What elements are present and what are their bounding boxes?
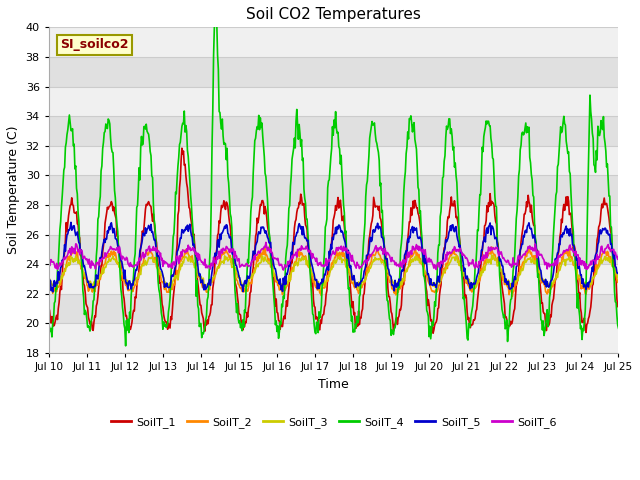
Bar: [49, 86, 618, 116]
SoilT_2: [55, 284, 63, 289]
SoilT_6: [172, 259, 179, 264]
Line: SoilT_5: SoilT_5: [49, 222, 618, 292]
SoilT_5: [404, 240, 412, 245]
Line: SoilT_6: SoilT_6: [49, 242, 618, 270]
SoilT_2: [488, 244, 495, 250]
X-axis label: Time: Time: [318, 378, 349, 391]
Bar: [49, 175, 618, 205]
Bar: [49, 324, 618, 353]
SoilT_3: [202, 283, 209, 288]
Title: Soil CO2 Temperatures: Soil CO2 Temperatures: [246, 7, 421, 22]
SoilT_2: [202, 287, 209, 292]
SoilT_1: [429, 330, 437, 336]
SoilT_3: [55, 279, 63, 285]
SoilT_5: [49, 289, 56, 295]
SoilT_4: [55, 243, 63, 249]
SoilT_2: [45, 282, 52, 288]
SoilT_3: [114, 261, 122, 267]
SoilT_3: [614, 276, 622, 282]
SoilT_6: [280, 267, 287, 273]
SoilT_5: [45, 279, 52, 285]
SoilT_2: [172, 276, 179, 282]
SoilT_1: [404, 237, 412, 243]
SoilT_1: [114, 234, 122, 240]
Line: SoilT_1: SoilT_1: [49, 148, 618, 333]
Bar: [49, 146, 618, 175]
SoilT_3: [172, 275, 179, 281]
SoilT_3: [488, 252, 495, 258]
Bar: [49, 205, 618, 235]
SoilT_4: [421, 280, 429, 286]
SoilT_2: [508, 294, 516, 300]
SoilT_6: [421, 247, 429, 252]
Bar: [49, 57, 618, 86]
SoilT_5: [421, 261, 429, 266]
Bar: [49, 264, 618, 294]
SoilT_5: [56, 271, 64, 277]
SoilT_2: [614, 277, 622, 283]
SoilT_4: [122, 343, 129, 349]
SoilT_1: [172, 266, 179, 272]
SoilT_2: [420, 262, 428, 268]
SoilT_5: [115, 244, 123, 250]
SoilT_3: [316, 287, 324, 293]
SoilT_6: [55, 264, 63, 269]
SoilT_3: [45, 275, 52, 281]
Bar: [49, 27, 618, 57]
Line: SoilT_4: SoilT_4: [49, 0, 618, 346]
SoilT_1: [45, 305, 52, 311]
Bar: [49, 116, 618, 146]
Text: SI_soilco2: SI_soilco2: [60, 38, 129, 51]
SoilT_3: [420, 267, 428, 273]
SoilT_5: [173, 249, 181, 254]
Line: SoilT_2: SoilT_2: [49, 247, 618, 297]
SoilT_6: [45, 249, 52, 255]
SoilT_5: [204, 284, 211, 290]
SoilT_1: [55, 300, 63, 306]
SoilT_6: [202, 265, 209, 271]
SoilT_5: [614, 270, 622, 276]
SoilT_1: [420, 267, 428, 273]
SoilT_6: [614, 252, 622, 258]
SoilT_4: [203, 313, 211, 319]
SoilT_5: [67, 219, 75, 225]
SoilT_3: [404, 265, 412, 271]
SoilT_1: [203, 322, 211, 328]
SoilT_4: [173, 191, 180, 197]
SoilT_1: [614, 300, 622, 306]
SoilT_4: [404, 136, 412, 142]
Bar: [49, 235, 618, 264]
SoilT_2: [114, 261, 122, 267]
SoilT_2: [403, 266, 411, 272]
SoilT_4: [614, 325, 622, 331]
Y-axis label: Soil Temperature (C): Soil Temperature (C): [7, 126, 20, 254]
Legend: SoilT_1, SoilT_2, SoilT_3, SoilT_4, SoilT_5, SoilT_6: SoilT_1, SoilT_2, SoilT_3, SoilT_4, Soil…: [106, 412, 561, 432]
Bar: [49, 294, 618, 324]
SoilT_1: [178, 145, 186, 151]
SoilT_6: [114, 245, 122, 251]
Line: SoilT_3: SoilT_3: [49, 255, 618, 290]
SoilT_6: [262, 240, 269, 245]
SoilT_4: [45, 322, 52, 327]
SoilT_6: [404, 254, 412, 260]
SoilT_4: [114, 228, 122, 234]
